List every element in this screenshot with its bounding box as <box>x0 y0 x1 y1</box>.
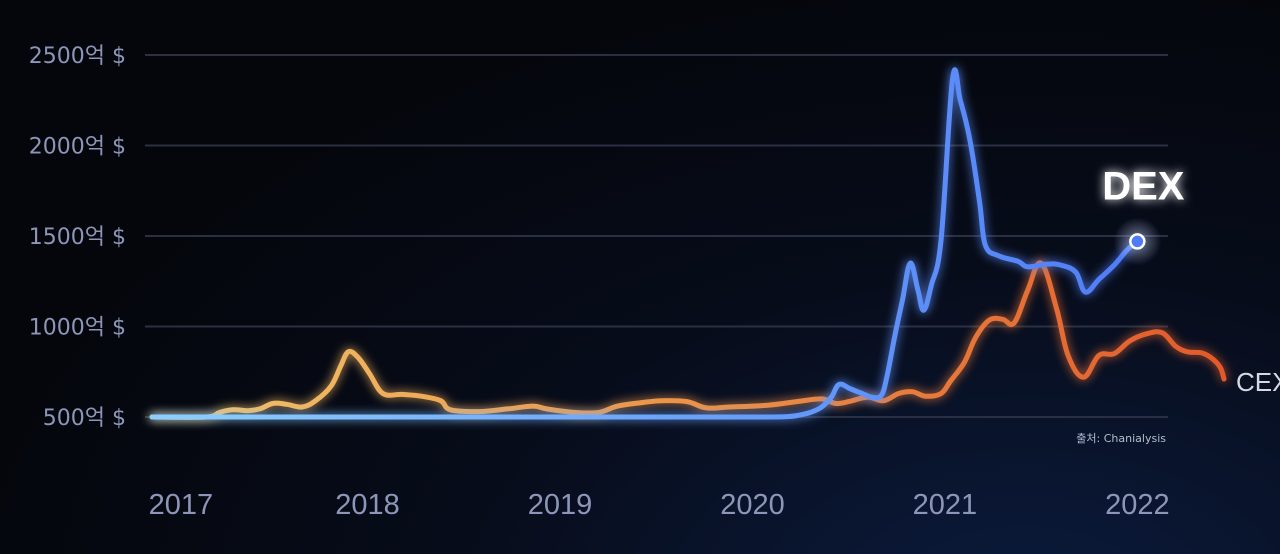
x-tick-label: 2021 <box>913 489 978 521</box>
series-layer <box>149 67 1227 420</box>
x-tick-label: 2017 <box>149 489 214 521</box>
dex-endpoint-marker <box>1129 233 1146 250</box>
y-axis: 500억 $ 1000억 $ 1500억 $ 2000억 $ 2500억 $ <box>29 44 126 431</box>
series-dex <box>149 67 1162 420</box>
series-labels: CEX DEX <box>1102 164 1280 397</box>
source-note: 출처: Chanialysis <box>1076 432 1166 445</box>
series-line-dex <box>149 67 1140 420</box>
x-tick-label: 2018 <box>335 489 400 521</box>
y-tick-label: 1000억 $ <box>29 316 126 341</box>
y-tick-label: 1500억 $ <box>29 225 126 250</box>
x-tick-label: 2022 <box>1105 489 1170 521</box>
x-axis: 2017 2018 2019 2020 2021 2022 <box>149 489 1170 521</box>
series-label-dex: DEX <box>1102 164 1185 208</box>
series-label-cex: CEX <box>1236 367 1280 397</box>
y-tick-label: 2500억 $ <box>29 44 126 69</box>
x-tick-label: 2020 <box>720 489 785 521</box>
x-tick-label: 2019 <box>528 489 593 521</box>
series-line-cex <box>149 260 1227 420</box>
y-tick-label: 2000억 $ <box>29 135 126 160</box>
series-cex <box>149 260 1227 420</box>
y-tick-label: 500억 $ <box>43 406 126 431</box>
grid-layer <box>145 54 1168 418</box>
